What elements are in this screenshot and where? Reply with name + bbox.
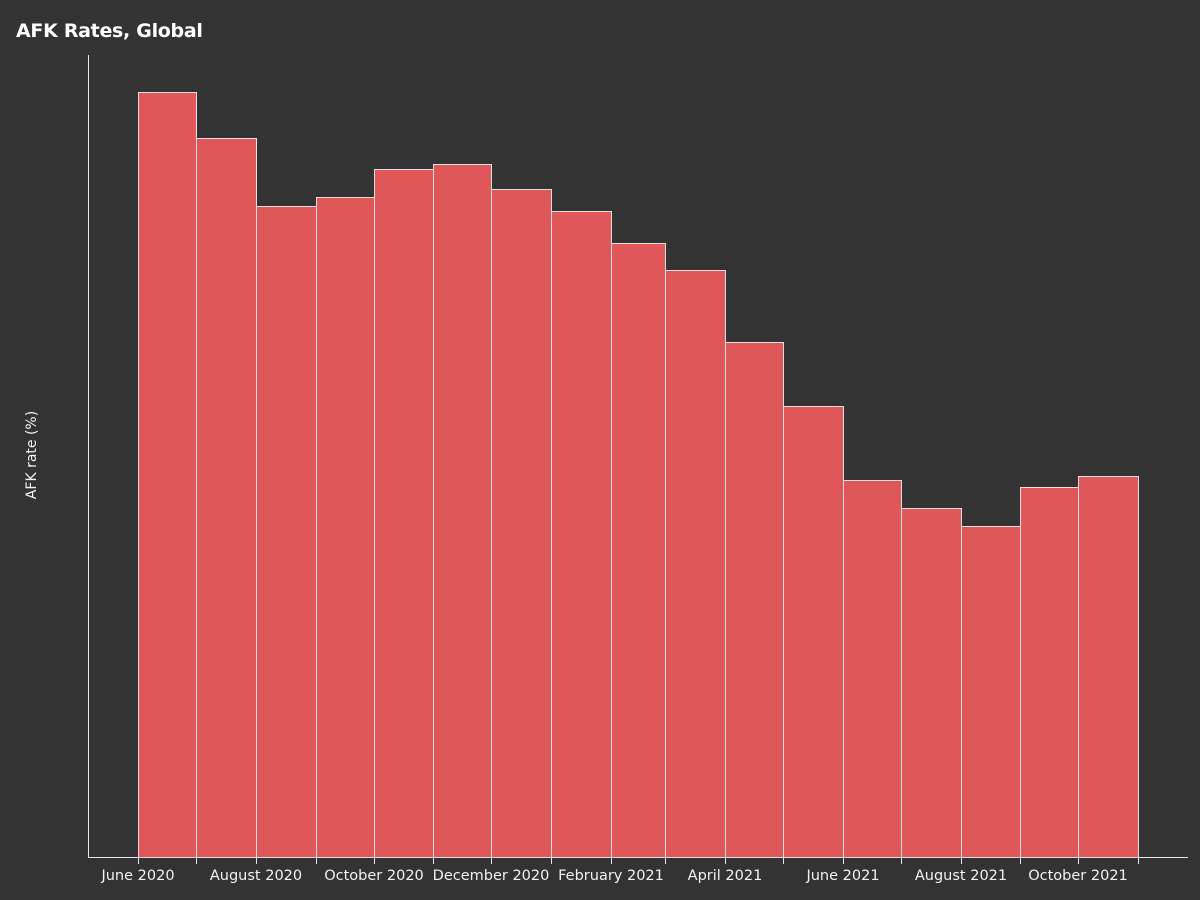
bar-july-2021[interactable] [961,526,1021,858]
x-tick-label: October 2021 [1028,868,1128,884]
x-axis-tick [665,858,666,864]
bar-august-2021[interactable] [1020,487,1079,858]
x-axis-tick [433,858,434,864]
bar-april-2021[interactable] [783,406,844,858]
x-axis-tick [901,858,902,864]
x-axis-tick [843,858,844,864]
bar-october-2020[interactable] [433,164,492,858]
x-tick-label: August 2021 [914,868,1008,884]
x-axis-tick [256,858,257,864]
x-axis-tick [961,858,962,864]
x-axis-tick [374,858,375,864]
y-axis-line [88,55,89,858]
bar-august-2020[interactable] [316,197,375,858]
x-tick-label: August 2020 [209,868,303,884]
bar-september-2021[interactable] [1078,476,1139,858]
bar-march-2021[interactable] [725,342,784,858]
x-axis-tick [783,858,784,864]
bar-september-2020[interactable] [374,169,434,858]
x-axis-tick [138,858,139,864]
x-axis-tick [196,858,197,864]
bar-january-2021[interactable] [611,243,666,858]
x-axis-tick [1078,858,1079,864]
bar-june-2020[interactable] [196,138,257,858]
chart-title: AFK Rates, Global [16,20,203,42]
x-axis-tick [491,858,492,864]
bar-november-2020[interactable] [491,189,552,858]
x-axis-tick [551,858,552,864]
x-axis-tick [611,858,612,864]
x-axis-tick [1138,858,1139,864]
bar-december-2020[interactable] [551,211,612,858]
bar-may-2020[interactable] [138,92,197,858]
x-tick-label: June 2020 [101,868,175,884]
x-tick-label: October 2020 [324,868,424,884]
x-tick-label: December 2020 [432,868,550,884]
x-tick-label: June 2021 [806,868,880,884]
bar-june-2021[interactable] [901,508,962,858]
bar-july-2020[interactable] [256,206,317,858]
bar-february-2021[interactable] [665,270,726,858]
x-axis-tick [1020,858,1021,864]
x-axis-tick [725,858,726,864]
y-axis-label: AFK rate (%) [24,410,40,500]
bar-may-2021[interactable] [843,480,902,858]
x-axis-tick [316,858,317,864]
x-tick-label: April 2021 [687,868,763,884]
x-tick-label: February 2021 [558,868,664,884]
